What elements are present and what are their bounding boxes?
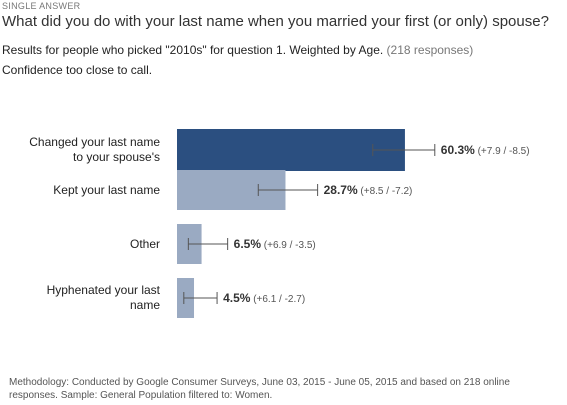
question-type: SINGLE ANSWER (2, 1, 81, 11)
bar-0 (177, 129, 405, 171)
value-percent-2: 6.5% (233, 237, 261, 251)
category-label-3: Hyphenated your last name (46, 283, 160, 312)
confidence-note: Confidence too close to call. (2, 63, 153, 77)
error-bar-1 (257, 184, 319, 196)
value-percent-3: 4.5% (223, 291, 251, 305)
category-label-2: Other (129, 236, 160, 251)
value-percent-0: 60.3% (440, 143, 475, 157)
value-percent-1: 28.7% (323, 183, 358, 197)
response-count: (218 responses) (386, 43, 474, 57)
margin-of-error-2: (+6.9 / -3.5) (261, 240, 316, 251)
value-label-1: 28.7% (+8.5 / -7.2) (324, 183, 413, 199)
category-label-0: Changed your last name to your spouse's (29, 135, 160, 164)
value-label-2: 6.5% (+6.9 / -3.5) (234, 237, 316, 253)
value-label-0: 60.3% (+7.9 / -8.5) (441, 143, 530, 159)
margin-of-error-0: (+7.9 / -8.5) (474, 146, 530, 157)
category-label-1: Kept your last name (53, 182, 160, 197)
error-bar-2 (187, 238, 229, 250)
margin-of-error-3: (+6.1 / -2.7) (250, 294, 306, 305)
results-text: Results for people who picked "2010s" fo… (2, 43, 384, 57)
value-label-3: 4.5% (+6.1 / -2.7) (223, 291, 305, 307)
error-bar-3 (183, 292, 218, 304)
question-title: What did you do with your last name when… (2, 13, 549, 30)
bar-chart (177, 129, 436, 318)
margin-of-error-1: (+8.5 / -7.2) (357, 186, 413, 197)
results-description: Results for people who picked "2010s" fo… (2, 43, 473, 57)
error-bar-0 (372, 144, 436, 156)
methodology-note: Methodology: Conducted by Google Consume… (9, 377, 510, 401)
